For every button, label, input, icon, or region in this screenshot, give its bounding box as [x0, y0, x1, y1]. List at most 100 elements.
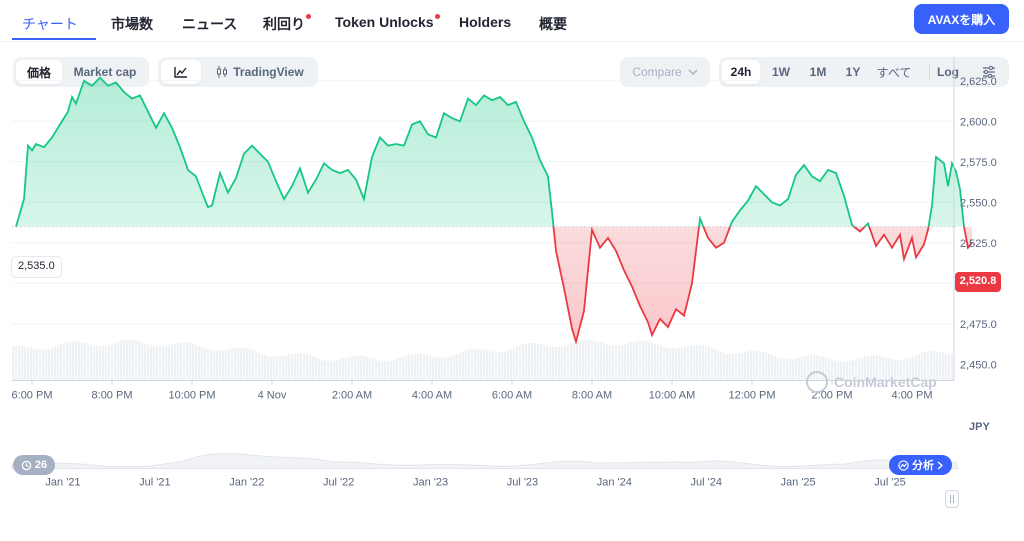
volume-bar	[930, 351, 933, 381]
volume-bar	[906, 358, 909, 381]
tab-markets[interactable]: 市場数	[111, 16, 153, 32]
volume-bar	[78, 341, 81, 381]
compare-dropdown[interactable]: Compare	[620, 57, 710, 87]
volume-bar	[93, 345, 96, 381]
volume-bar	[495, 351, 498, 381]
range-24h[interactable]: 24h	[722, 60, 760, 84]
x-tick-label: 10:00 PM	[168, 390, 215, 402]
range-1m[interactable]: 1M	[809, 65, 827, 79]
volume-bar	[528, 343, 531, 381]
volume-bar	[462, 351, 465, 381]
volume-bar	[681, 347, 684, 381]
market-cap-toggle[interactable]: Market cap	[73, 65, 137, 79]
volume-bar	[876, 355, 879, 381]
tab-token-unlocks[interactable]: Token Unlocks	[335, 14, 440, 30]
y-tick-label: 2,475.0	[960, 319, 997, 331]
volume-bar	[726, 353, 729, 381]
range-1y[interactable]: 1Y	[845, 65, 861, 79]
tab-chart[interactable]: チャート	[22, 16, 78, 32]
tab-news[interactable]: ニュース	[182, 16, 238, 32]
tab-yield[interactable]: 利回り	[263, 14, 311, 34]
tab-overview[interactable]: 概要	[539, 16, 567, 32]
volume-bar	[195, 344, 198, 381]
volume-bar	[387, 361, 390, 381]
analysis-button[interactable]: 分析	[889, 455, 952, 475]
range-all[interactable]: すべて	[876, 65, 912, 80]
volume-bar	[948, 354, 951, 381]
line-chart-toggle[interactable]	[161, 60, 201, 84]
volume-bar	[534, 343, 537, 381]
volume-bar	[366, 356, 369, 381]
volume-bar	[492, 351, 495, 381]
volume-bar	[561, 346, 564, 381]
tab-holders[interactable]: Holders	[459, 14, 512, 30]
volume-bar	[15, 345, 18, 381]
navigator-area	[11, 453, 959, 469]
volume-bar	[429, 355, 432, 381]
volume-bar	[699, 344, 702, 381]
volume-bar	[36, 349, 39, 381]
volume-bar	[936, 351, 939, 381]
volume-bar	[633, 341, 636, 381]
x-tick-label: 6:00 PM	[12, 390, 53, 402]
volume-bar	[396, 358, 399, 381]
volume-bar	[810, 354, 813, 381]
volume-bar	[501, 351, 504, 381]
volume-bar	[108, 344, 111, 381]
volume-bar	[537, 343, 540, 381]
range-1w[interactable]: 1W	[772, 65, 790, 79]
volume-bar	[303, 353, 306, 381]
volume-bar	[582, 340, 585, 381]
volume-bar	[117, 341, 120, 381]
volume-bar	[42, 349, 45, 381]
volume-bar	[402, 356, 405, 381]
volume-bar	[393, 359, 396, 381]
volume-bar	[891, 358, 894, 381]
navigator-tick-label: Jul '22	[323, 477, 354, 489]
volume-bar	[555, 347, 558, 381]
volume-bar	[372, 358, 375, 381]
volume-bar	[210, 349, 213, 381]
range-divider	[929, 65, 930, 79]
time-range-selector: 24h 1W 1M 1Y すべて Log	[719, 57, 1009, 87]
volume-bar	[795, 358, 798, 381]
volume-bar	[609, 345, 612, 381]
navigator-drag-handle[interactable]	[945, 490, 959, 508]
volume-bar	[615, 345, 618, 381]
buy-avax-button[interactable]: AVAXを購入	[914, 4, 1009, 34]
volume-bar	[807, 355, 810, 381]
volume-bar	[309, 355, 312, 381]
volume-bar	[45, 348, 48, 381]
range-navigator[interactable]: Jan '21 Jul '21 Jan '22 Jul '22 Jan '23 Jul '…	[11, 431, 959, 489]
volume-bar	[912, 356, 915, 381]
price-line-up	[15, 76, 965, 227]
volume-bar	[570, 343, 573, 381]
volume-bar	[255, 351, 258, 381]
tradingview-toggle[interactable]: TradingView	[206, 60, 314, 84]
settings-sliders-icon	[983, 66, 995, 78]
history-events-badge[interactable]: 26	[13, 455, 55, 475]
volume-bar	[678, 348, 681, 381]
volume-bar	[348, 356, 351, 381]
volume-bars	[12, 339, 954, 381]
volume-bar	[324, 360, 327, 381]
volume-bar	[765, 352, 768, 381]
volume-bar	[909, 357, 912, 381]
volume-bar	[783, 358, 786, 381]
price-toggle[interactable]: 価格	[16, 60, 62, 84]
volume-bar	[261, 353, 264, 381]
volume-bar	[369, 357, 372, 381]
volume-bar	[219, 350, 222, 381]
volume-bar	[618, 345, 621, 381]
new-dot-icon	[306, 14, 311, 19]
volume-bar	[489, 351, 492, 381]
x-tick-label: 8:00 AM	[572, 390, 612, 402]
volume-bar	[927, 351, 930, 381]
volume-bar	[216, 350, 219, 381]
volume-bar	[66, 341, 69, 381]
chart-settings-button[interactable]	[975, 60, 1003, 84]
volume-bar	[738, 353, 741, 381]
volume-bar	[123, 340, 126, 381]
volume-bar	[27, 347, 30, 381]
